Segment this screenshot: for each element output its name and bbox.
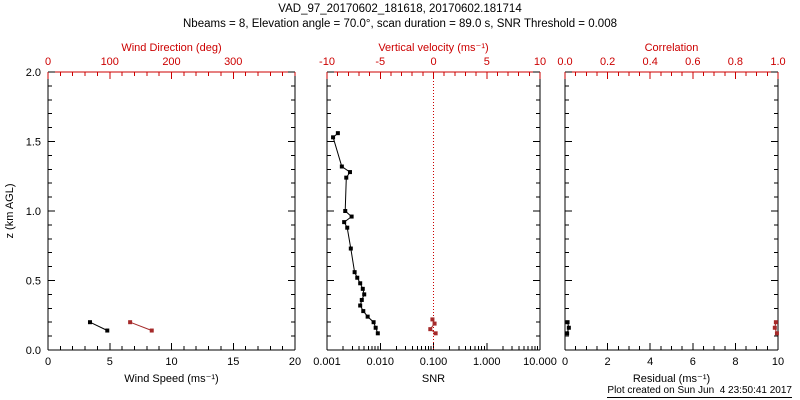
top-tick-label: 0.2	[600, 56, 615, 68]
top-tick-label: 10	[534, 56, 546, 68]
top-axis-title: Vertical velocity (ms⁻¹)	[378, 42, 488, 54]
top-tick-label: 300	[224, 56, 242, 68]
x-tick-label: 20	[289, 356, 301, 368]
snr-profile-marker	[362, 292, 367, 297]
vertical-velocity-marker	[433, 331, 438, 336]
plot-created-timestamp: Plot created on Sun Jun 4 23:50:41 2017	[607, 385, 792, 398]
residual-marker	[566, 325, 571, 330]
x-tick-label: 5	[107, 356, 113, 368]
snr-profile-marker	[360, 286, 365, 291]
x-tick-label: 15	[227, 356, 239, 368]
plot-title: VAD_97_20170602_181618, 20170602.181714	[278, 3, 522, 15]
snr-profile-marker	[344, 175, 349, 180]
x-tick-label: 1.000	[473, 356, 501, 368]
x-tick-label: 0	[45, 356, 51, 368]
y-tick-label: 0.5	[26, 276, 41, 288]
vertical-velocity-marker	[432, 321, 437, 326]
wind-speed-line	[89, 321, 108, 331]
y-tick-label: 1.0	[26, 206, 41, 218]
correlation-marker	[772, 325, 777, 330]
snr-profile-line	[332, 132, 379, 334]
top-tick-label: 5	[484, 56, 490, 68]
vertical-velocity-line	[429, 319, 436, 334]
x-tick-label: 0.010	[366, 356, 394, 368]
wind-speed-marker	[105, 328, 110, 333]
snr-profile-marker	[339, 164, 344, 169]
wind-speed-marker	[87, 320, 92, 325]
snr-profile-marker	[331, 135, 336, 140]
x-tick-label: 4	[647, 356, 653, 368]
snr-profile-marker	[348, 246, 353, 251]
snr-profile-marker	[365, 314, 370, 319]
top-tick-label: 1.0	[770, 56, 785, 68]
top-tick-label: 0	[430, 56, 436, 68]
wind-direction-marker	[128, 320, 133, 325]
top-tick-label: 0.8	[728, 56, 743, 68]
wind-panel: 0.0 0.5 1.0 1.5 2.0 0 5 10 15 20 Wind Speed (ms⁻¹)…	[26, 42, 301, 385]
x-tick-label: 8	[732, 356, 738, 368]
snr-profile-marker	[358, 281, 363, 286]
x-tick-label: 2	[605, 356, 611, 368]
top-tick-label: -10	[319, 56, 335, 68]
correlation-marker	[774, 331, 779, 336]
y-tick-label: 1.5	[26, 137, 41, 149]
wind-direction-line	[129, 321, 152, 331]
correlation-marker	[773, 320, 778, 325]
snr-profile-marker	[373, 325, 378, 330]
top-axis-title: Wind Direction (deg)	[121, 42, 221, 54]
vertical-velocity-marker	[428, 327, 433, 332]
top-tick-label: 0.4	[643, 56, 658, 68]
top-tick-label: 0	[45, 56, 51, 68]
snr-profile-marker	[355, 275, 360, 280]
snr-profile-marker	[358, 303, 363, 308]
snr-profile-marker	[335, 131, 340, 136]
residual-marker	[565, 320, 570, 325]
snr-profile-marker	[343, 209, 348, 213]
vertical-velocity-marker	[430, 317, 435, 322]
snr-profile-marker	[345, 225, 350, 230]
snr-profile-marker	[361, 309, 366, 314]
x-tick-label: 10.000	[523, 356, 557, 368]
snr-profile-marker	[371, 320, 376, 325]
snr-profile-marker	[342, 220, 347, 225]
snr-profile-marker	[352, 270, 357, 275]
top-tick-label: -5	[375, 56, 385, 68]
snr-profile-marker	[347, 170, 352, 175]
y-tick-label: 2.0	[26, 67, 41, 79]
top-tick-label: 0.0	[557, 56, 572, 68]
residual-panel: 0 2 4 6 8 10 Residual (ms⁻¹) 0.0 0.2 0.4 0.6 0.8 1.0…	[557, 42, 785, 385]
y-axis-title: z (km AGL)	[4, 183, 16, 238]
top-tick-label: 100	[101, 56, 119, 68]
x-tick-label: 10	[165, 356, 177, 368]
y-tick-label: 0.0	[26, 345, 41, 357]
x-tick-label: 10	[772, 356, 784, 368]
x-tick-label: 0	[562, 356, 568, 368]
wind-direction-marker	[149, 328, 154, 333]
x-axis-title: Wind Speed (ms⁻¹)	[124, 373, 218, 385]
snr-profile-marker	[359, 297, 364, 302]
residual-marker	[565, 331, 570, 336]
snr-profile-marker	[375, 331, 380, 336]
x-tick-label: 0.001	[313, 356, 341, 368]
x-axis-title: Residual (ms⁻¹)	[633, 373, 710, 385]
plot-subtitle: Nbeams = 8, Elevation angle = 70.0°, sca…	[183, 18, 617, 30]
x-tick-label: 0.100	[420, 356, 448, 368]
x-axis-title: SNR	[422, 373, 445, 385]
snr-profile-marker	[349, 214, 354, 219]
top-tick-label: 0.6	[685, 56, 700, 68]
x-tick-label: 6	[690, 356, 696, 368]
top-tick-label: 200	[162, 56, 180, 68]
snr-panel: 0.001 0.010 0.100 1.000 10.000 SNR -10 -5 0 5 10 Ve…	[313, 42, 557, 385]
top-axis-title: Correlation	[645, 42, 699, 54]
